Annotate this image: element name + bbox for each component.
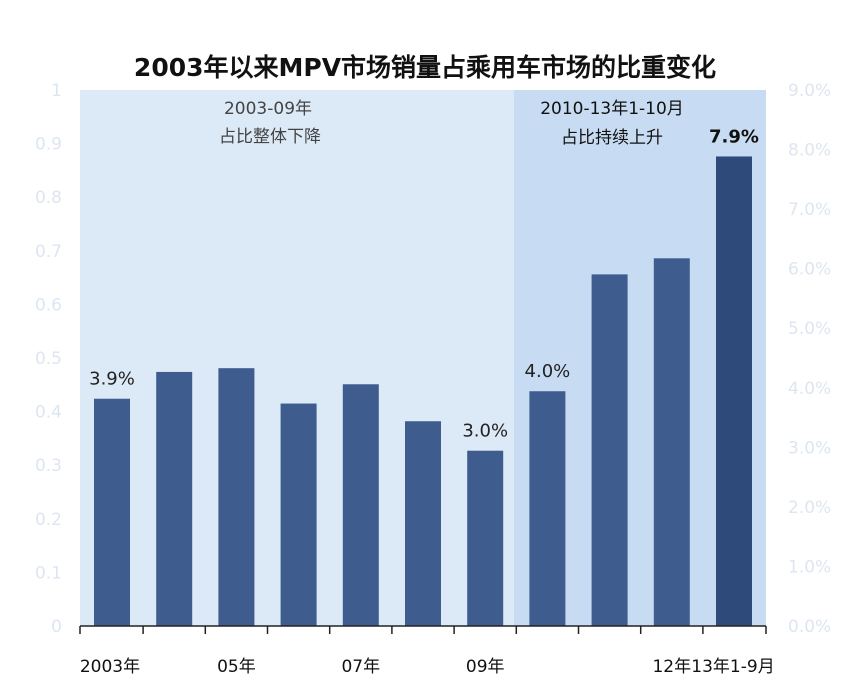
annotation-left-line1: 2003-09年	[224, 99, 312, 119]
bar	[591, 274, 628, 626]
data-label: 4.0%	[525, 361, 571, 382]
x-tick-label: 2003年	[80, 657, 140, 677]
bar	[342, 384, 379, 626]
bar	[716, 156, 752, 627]
bar	[156, 371, 193, 626]
x-axis: 2003年 05年 07年 09年 12年 13年1-9月	[79, 625, 775, 677]
data-labels: 3.9% 3.0% 4.0% 7.9%	[89, 126, 759, 441]
right-y-axis: 0.0% 1.0% 2.0% 3.0% 4.0% 5.0% 6.0% 7.0% 8.0% 9.0%	[788, 81, 831, 637]
left-tick-label: 0.4	[35, 403, 62, 423]
x-tick-label: 07年	[341, 657, 380, 677]
left-tick-label: 1	[51, 81, 62, 101]
bar	[218, 368, 255, 626]
bar	[529, 391, 566, 626]
annotation-left-line2: 占比整体下降	[219, 127, 321, 147]
data-label: 7.9%	[709, 126, 759, 147]
right-tick-label: 2.0%	[788, 498, 831, 518]
left-tick-label: 0.8	[35, 188, 62, 208]
left-tick-label: 0.7	[35, 242, 62, 262]
data-label: 3.9%	[89, 369, 135, 390]
right-tick-label: 5.0%	[788, 319, 831, 339]
right-tick-label: 4.0%	[788, 379, 831, 399]
right-tick-label: 3.0%	[788, 438, 831, 458]
bar	[405, 421, 441, 626]
right-tick-label: 0.0%	[788, 617, 831, 637]
bar	[94, 398, 130, 626]
right-tick-label: 1.0%	[788, 557, 831, 577]
x-tick-label: 09年	[466, 657, 505, 677]
bars	[94, 156, 752, 627]
x-tick-label: 05年	[217, 657, 256, 677]
annotation-right-line1: 2010-13年1-10月	[540, 99, 684, 119]
left-tick-label: 0.3	[35, 456, 62, 476]
right-tick-label: 6.0%	[788, 260, 831, 280]
left-tick-label: 0	[51, 617, 62, 637]
left-tick-label: 0.2	[35, 510, 62, 530]
right-tick-label: 9.0%	[788, 81, 831, 101]
left-tick-label: 0.6	[35, 295, 62, 315]
data-label: 3.0%	[462, 421, 508, 442]
left-tick-label: 0.1	[35, 563, 62, 583]
bar	[280, 403, 317, 626]
x-tick-label: 13年1-9月	[691, 657, 774, 677]
left-y-axis: 0 0.1 0.2 0.3 0.4 0.5 0.6 0.7 0.8 0.9 1	[35, 81, 62, 637]
right-tick-label: 8.0%	[788, 141, 831, 161]
left-tick-label: 0.5	[35, 349, 62, 369]
bar	[653, 258, 690, 626]
bar	[467, 450, 504, 626]
chart-title: 2003年以来MPV市场销量占乘用车市场的比重变化	[134, 53, 716, 82]
annotation-right-line2: 占比持续上升	[561, 128, 663, 148]
right-tick-label: 7.0%	[788, 200, 831, 220]
x-tick-label: 12年	[652, 657, 691, 677]
left-tick-label: 0.9	[35, 135, 62, 155]
